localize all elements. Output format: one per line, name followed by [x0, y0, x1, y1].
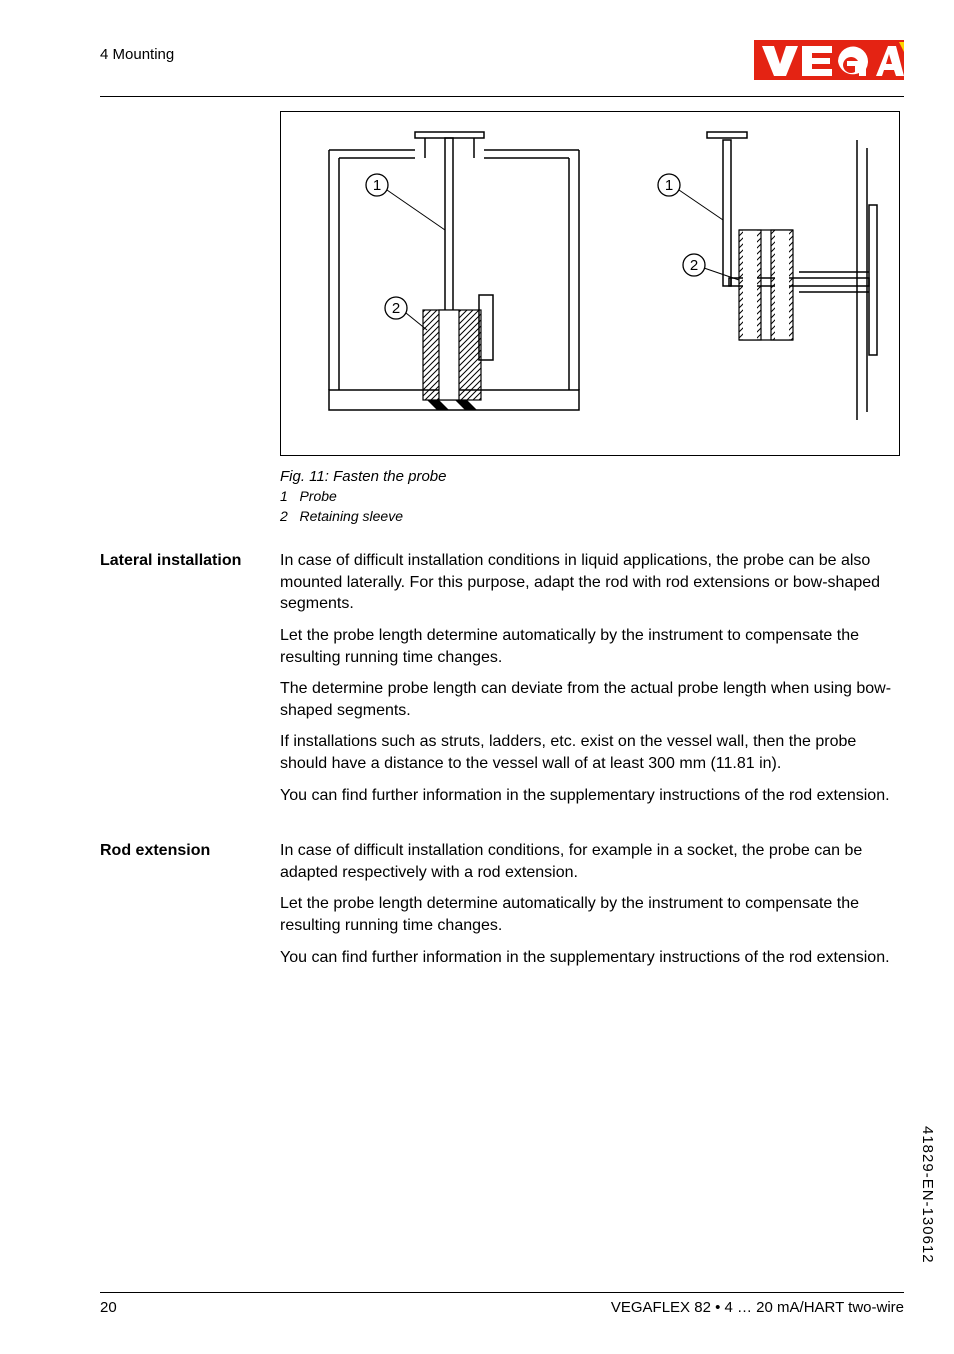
- svg-text:2: 2: [690, 257, 698, 274]
- doc-title: VEGAFLEX 82 • 4 … 20 mA/HART two-wire: [611, 1299, 904, 1316]
- side-label-lateral: Lateral installation: [100, 550, 280, 816]
- svg-text:1: 1: [665, 177, 673, 194]
- page: 4 Mounting: [0, 0, 954, 1354]
- para: The determine probe length can deviate f…: [280, 678, 904, 721]
- para: Let the probe length determine automatic…: [280, 625, 904, 668]
- body-lateral: In case of difficult installation condit…: [280, 550, 904, 816]
- para: In case of difficult installation condit…: [280, 550, 904, 615]
- page-number: 20: [100, 1299, 117, 1316]
- section-lateral-installation: Lateral installation In case of difficul…: [100, 550, 904, 816]
- svg-text:2: 2: [392, 300, 400, 317]
- page-header: 4 Mounting: [100, 40, 904, 92]
- caption-title: Fig. 11: Fasten the probe: [280, 466, 904, 487]
- figure-caption: Fig. 11: Fasten the probe 1 Probe 2 Reta…: [280, 466, 904, 526]
- para: In case of difficult installation condit…: [280, 840, 904, 883]
- header-rule: [100, 96, 904, 97]
- para: You can find further information in the …: [280, 947, 904, 969]
- para: Let the probe length determine automatic…: [280, 893, 904, 936]
- caption-legend-1: 1 Probe: [280, 487, 904, 507]
- vega-logo: [754, 40, 904, 80]
- figure-11-box: 1 2: [280, 111, 900, 456]
- para: If installations such as struts, ladders…: [280, 731, 904, 774]
- body-rod: In case of difficult installation condit…: [280, 840, 904, 978]
- section-rod-extension: Rod extension In case of difficult insta…: [100, 840, 904, 978]
- header-section-label: 4 Mounting: [100, 40, 174, 63]
- right-assembly: 1 2: [658, 132, 877, 420]
- page-footer: 20 VEGAFLEX 82 • 4 … 20 mA/HART two-wire: [100, 1292, 904, 1316]
- caption-legend-2: 2 Retaining sleeve: [280, 507, 904, 527]
- left-assembly: 1 2: [329, 132, 579, 410]
- figure-11-diagram: 1 2: [299, 130, 883, 435]
- svg-text:1: 1: [373, 177, 381, 194]
- side-doc-code: 41829-EN-130612: [919, 1126, 936, 1264]
- side-label-rod: Rod extension: [100, 840, 280, 978]
- para: You can find further information in the …: [280, 785, 904, 807]
